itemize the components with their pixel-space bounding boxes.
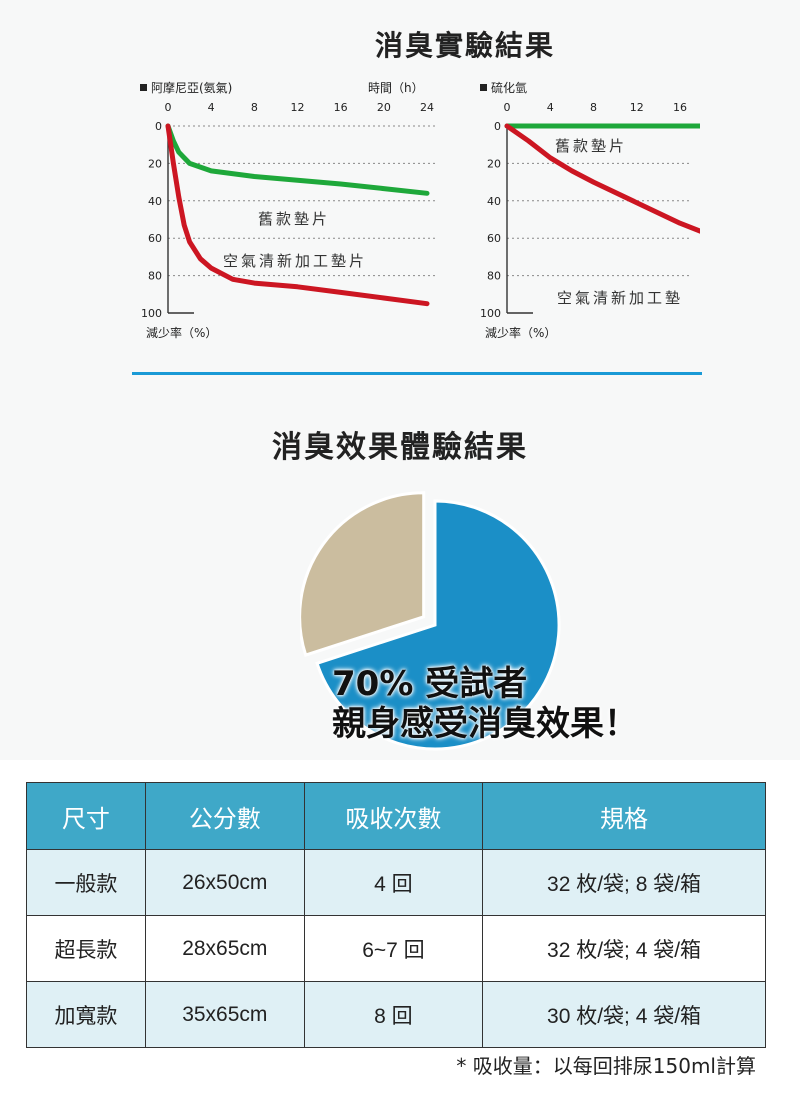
title-marker	[140, 84, 147, 91]
footnote: * 吸收量：以每回排尿150ml計算	[456, 1054, 756, 1078]
series-line	[165, 123, 430, 196]
table-header-row: 尺寸 公分數 吸收次數 規格	[26, 782, 766, 850]
y-axis-label: 減少率（%）	[146, 325, 217, 340]
table-cell: 超長款	[26, 915, 146, 982]
table-cell: 32 枚/袋; 4 袋/箱	[482, 915, 766, 982]
y-tick-label: 100	[141, 307, 162, 320]
experiment-title: 消臭實驗結果	[374, 29, 555, 62]
y-tick-label: 20	[148, 157, 162, 170]
table-cell: 30 枚/袋; 4 袋/箱	[482, 981, 766, 1048]
pie-caption-line1: 70% 受試者	[332, 664, 528, 704]
experience-title: 消臭效果體驗結果	[272, 430, 528, 465]
y-tick-label: 20	[487, 157, 501, 170]
x-tick-label: 8	[590, 101, 597, 114]
x-tick-label: 24	[420, 101, 434, 114]
x-tick-label: 0	[165, 101, 172, 114]
table-cell: 6~7 回	[303, 915, 484, 982]
header-spec: 規格	[482, 782, 766, 850]
table-cell: 一般款	[26, 849, 146, 916]
y-tick-label: 0	[155, 120, 162, 133]
pie-caption: 70% 受試者 親身感受消臭效果！	[332, 664, 638, 744]
series-label: 空氣清新加工墊片	[223, 252, 367, 270]
section-divider	[132, 372, 702, 375]
x-tick-label: 8	[251, 101, 258, 114]
header-size: 尺寸	[26, 782, 146, 850]
y-tick-label: 60	[487, 232, 501, 245]
table-row: 超長款 28x65cm 6~7 回 32 枚/袋; 4 袋/箱	[26, 915, 766, 982]
ammonia-chart: 阿摩尼亞(氨氣) 時間（h） 0 4 8 12 16 20 24 0 20 40 60 80 100 減少率（…	[140, 80, 437, 340]
y-axis-label: 減少率（%）	[485, 325, 556, 340]
chart-title: 硫化氫	[491, 80, 527, 95]
header-absorptions: 吸收次數	[303, 782, 484, 850]
chart-panel: 消臭實驗結果 阿摩尼亞(氨氣) 時間（h） 0 4 8 12 16 20 24 0 20 40 60 80…	[132, 29, 702, 751]
pie-slice	[315, 499, 561, 751]
header-dimensions: 公分數	[144, 782, 305, 850]
x-axis-label: 時間（h）	[368, 81, 424, 95]
pie-slice	[300, 491, 426, 657]
y-tick-label: 0	[494, 120, 501, 133]
table-cell: 26x50cm	[144, 849, 305, 916]
table-cell: 加寬款	[26, 981, 146, 1048]
table-row: 加寬款 35x65cm 8 回 30 枚/袋; 4 袋/箱	[26, 981, 766, 1048]
chart-title: 阿摩尼亞(氨氣)	[151, 80, 232, 95]
x-tick-label: 0	[504, 101, 511, 114]
series-label: 舊款墊片	[258, 210, 330, 228]
table-cell: 4 回	[303, 849, 484, 916]
table-cell: 8 回	[303, 981, 484, 1048]
y-tick-label: 60	[148, 232, 162, 245]
x-tick-label: 16	[334, 101, 348, 114]
spec-table: 尺寸 公分數 吸收次數 規格 一般款 26x50cm 4 回 32 枚/袋; 8…	[26, 782, 766, 1048]
table-cell: 32 枚/袋; 8 袋/箱	[482, 849, 766, 916]
pie-caption-line2: 親身感受消臭效果！	[332, 704, 638, 744]
table-cell: 35x65cm	[144, 981, 305, 1048]
y-tick-label: 40	[487, 195, 501, 208]
series-line	[165, 123, 430, 307]
x-tick-label: 20	[377, 101, 391, 114]
pie-chart	[300, 491, 561, 751]
y-tick-label: 100	[480, 307, 501, 320]
x-tick-label: 12	[291, 101, 305, 114]
table-cell: 28x65cm	[144, 915, 305, 982]
y-tick-label: 80	[487, 270, 501, 283]
title-marker	[480, 84, 487, 91]
table-row: 一般款 26x50cm 4 回 32 枚/袋; 8 袋/箱	[26, 849, 766, 916]
series-label: 空氣清新加工墊	[557, 289, 683, 307]
y-tick-label: 40	[148, 195, 162, 208]
x-tick-label: 12	[630, 101, 644, 114]
x-tick-label: 4	[208, 101, 215, 114]
x-tick-label: 16	[673, 101, 687, 114]
series-line	[504, 123, 700, 234]
x-tick-label: 4	[547, 101, 554, 114]
y-tick-label: 80	[148, 270, 162, 283]
series-label: 舊款墊片	[555, 137, 627, 155]
